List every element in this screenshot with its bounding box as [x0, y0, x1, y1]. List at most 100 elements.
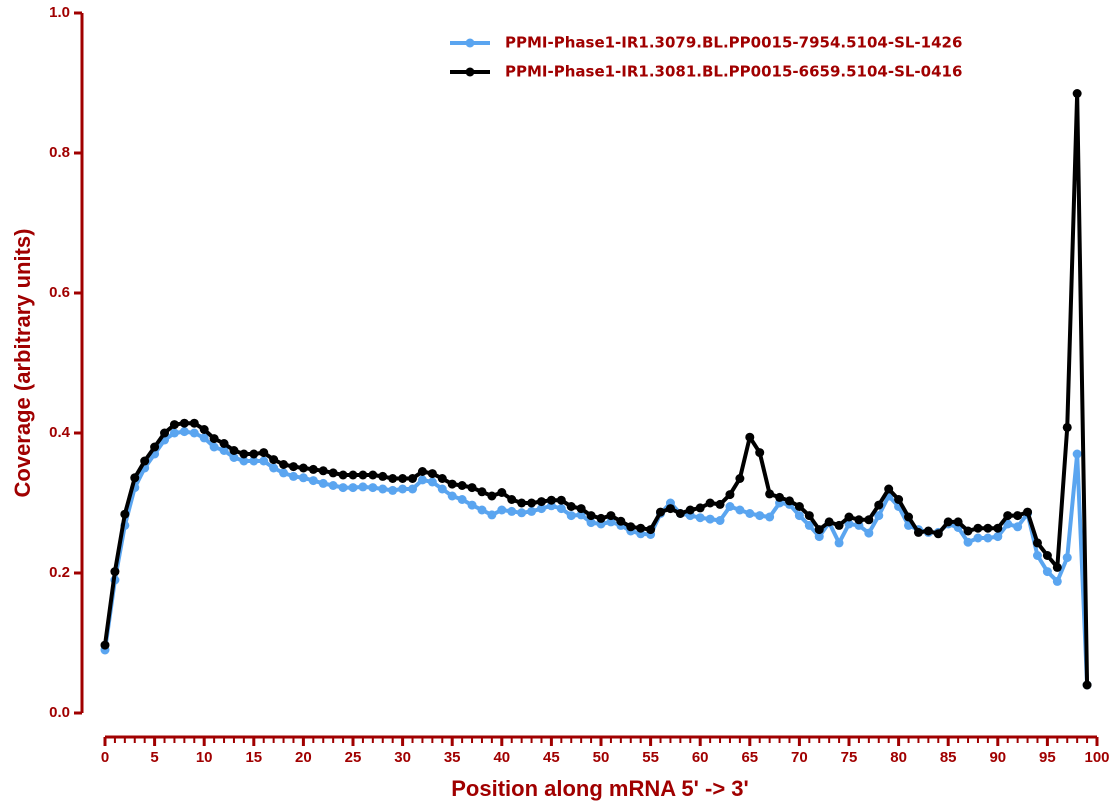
data-point [169, 420, 179, 430]
data-point [675, 509, 685, 518]
data-point [536, 497, 546, 507]
data-point [249, 449, 259, 459]
y-tick-label: 0.0 [49, 704, 70, 721]
x-tick-label: 5 [150, 749, 158, 766]
data-point [546, 495, 556, 505]
data-point [219, 439, 229, 448]
data-point [358, 470, 368, 480]
data-point [497, 505, 507, 515]
data-point [298, 473, 308, 483]
data-point [338, 470, 348, 480]
x-tick-label: 90 [989, 749, 1006, 766]
data-point [269, 455, 279, 465]
data-point [517, 498, 527, 508]
data-point [477, 505, 487, 515]
data-point [656, 507, 666, 517]
data-point [447, 479, 457, 489]
data-point [447, 491, 457, 501]
data-point [279, 460, 289, 469]
data-point [199, 425, 209, 434]
data-point [229, 446, 239, 455]
data-point [239, 456, 249, 466]
data-point [1013, 522, 1023, 532]
y-tick-label: 1.0 [49, 4, 70, 21]
data-point [130, 473, 140, 483]
data-point [606, 517, 616, 527]
data-point [794, 511, 804, 521]
data-point [556, 495, 566, 505]
data-point [1072, 89, 1082, 98]
data-point [497, 488, 507, 497]
data-point [120, 509, 130, 519]
data-point [259, 456, 269, 466]
series-line [103, 91, 1090, 686]
data-point [735, 474, 745, 483]
data-point [536, 504, 546, 514]
data-point [358, 482, 368, 492]
x-tick-label: 95 [1039, 749, 1056, 766]
data-point [725, 490, 735, 500]
data-point [864, 515, 874, 525]
legend-marker [465, 67, 475, 77]
data-point [487, 491, 497, 501]
data-point [279, 468, 289, 478]
data-point [765, 512, 775, 522]
x-tick-label: 75 [841, 749, 858, 766]
data-point [864, 528, 874, 538]
data-point [844, 519, 854, 529]
data-point [665, 504, 675, 514]
data-point [685, 505, 695, 515]
data-point [993, 532, 1003, 542]
x-axis-label: Position along mRNA 5' -> 3' [451, 776, 749, 801]
data-point [765, 489, 775, 499]
series-line [103, 429, 1090, 686]
data-point [586, 511, 596, 521]
data-point [388, 485, 398, 495]
data-point [209, 434, 219, 444]
data-point [745, 509, 755, 518]
data-point [1052, 576, 1062, 586]
x-tick-label: 45 [543, 749, 560, 766]
data-point [398, 484, 408, 494]
data-point [705, 498, 715, 508]
data-point [884, 484, 894, 494]
data-point [457, 481, 467, 490]
data-point [804, 511, 814, 521]
data-point [636, 523, 646, 533]
data-point [427, 469, 437, 479]
data-point [259, 448, 269, 458]
data-point [209, 442, 219, 452]
legend-label: PPMI-Phase1-IR1.3079.BL.PP0015-7954.5104… [505, 34, 962, 52]
data-point [189, 418, 199, 428]
data-point [408, 474, 418, 483]
y-axis-label: Coverage (arbitrary units) [10, 229, 35, 498]
data-point [150, 442, 160, 452]
data-point [189, 428, 199, 438]
data-point [1072, 449, 1082, 459]
y-tick-label: 0.4 [49, 424, 71, 441]
data-point [904, 512, 914, 522]
data-point [527, 498, 537, 508]
data-point [368, 483, 378, 493]
data-point [477, 487, 487, 497]
data-point [834, 538, 844, 548]
data-point [814, 532, 824, 542]
data-point [755, 511, 765, 521]
data-point [973, 533, 983, 543]
data-point [973, 523, 983, 533]
data-point [1023, 507, 1033, 517]
data-point [576, 510, 586, 520]
x-tick-label: 80 [890, 749, 907, 766]
data-point [913, 527, 923, 537]
data-point [368, 470, 378, 480]
y-tick-label: 0.2 [49, 564, 70, 581]
data-point [695, 503, 705, 513]
data-point [507, 495, 517, 504]
data-point [527, 506, 537, 516]
data-point [308, 476, 318, 486]
data-point [745, 432, 755, 442]
data-point [616, 516, 626, 526]
data-point [517, 508, 527, 518]
data-point [308, 464, 318, 474]
